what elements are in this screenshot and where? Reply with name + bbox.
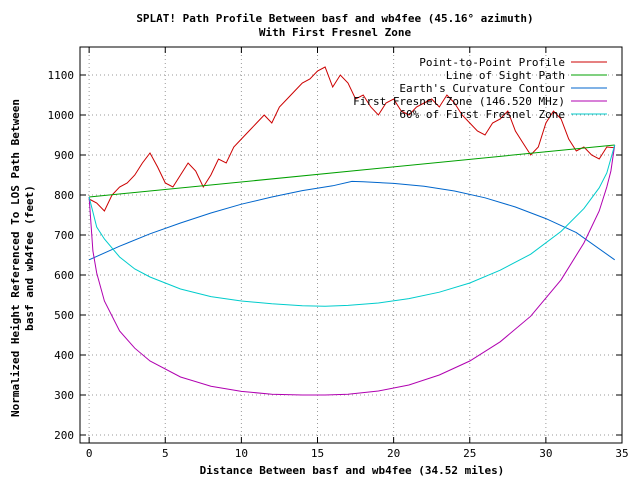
y-tick-label: 1100	[48, 69, 75, 82]
x-axis-label: Distance Between basf and wb4fee (34.52 …	[200, 464, 505, 477]
y-tick-label: 500	[54, 309, 74, 322]
y-tick-label: 200	[54, 429, 74, 442]
x-tick-label: 0	[86, 447, 93, 460]
x-tick-label: 20	[387, 447, 400, 460]
axes	[79, 46, 623, 444]
y-tick-label: 800	[54, 189, 74, 202]
series-line-point-to-point-profile	[88, 66, 615, 212]
y-axis-label-line1: Normalized Height Referenced To LOS Path…	[9, 99, 22, 417]
legend-label: First Fresnel Zone (146.520 MHz)	[353, 95, 565, 108]
series-line-first-fresnel-zone-146-520-mhz	[88, 144, 616, 396]
x-tick-label: 35	[615, 447, 628, 460]
legend-label: 60% of First Fresnel Zone	[399, 108, 565, 121]
x-tick-label: 5	[162, 447, 169, 460]
legend-label: Earth's Curvature Contour	[399, 82, 565, 95]
series-line-earth-s-curvature-contour	[88, 180, 615, 261]
plot-frame	[79, 46, 623, 444]
y-tick-label: 400	[54, 349, 74, 362]
x-tick-label: 15	[311, 447, 324, 460]
series-line-line-of-sight-path	[89, 144, 615, 198]
y-tick-label: 900	[54, 149, 74, 162]
y-tick-label: 1000	[48, 109, 75, 122]
series-lines	[88, 66, 616, 396]
x-tick-label: 30	[539, 447, 552, 460]
x-tick-label: 25	[463, 447, 476, 460]
legend-label: Point-to-Point Profile	[419, 56, 565, 69]
y-axis-ticks: 200 300 400 500 600 700 800 900 1000 1100	[48, 69, 622, 442]
chart-title: SPLAT! Path Profile Between basf and wb4…	[136, 12, 533, 25]
y-tick-label: 700	[54, 229, 74, 242]
legend-label: Line of Sight Path	[446, 69, 565, 82]
y-tick-label: 600	[54, 269, 74, 282]
y-tick-label: 300	[54, 389, 74, 402]
chart-subtitle: With First Fresnel Zone	[259, 26, 412, 39]
y-axis-label-line2: basf and wb4fee (feet)	[23, 185, 36, 331]
series-line-60-of-first-fresnel-zone	[88, 144, 616, 307]
x-axis-ticks: 0 5 10 15 20 25 30 35	[86, 47, 629, 460]
x-tick-label: 10	[235, 447, 248, 460]
